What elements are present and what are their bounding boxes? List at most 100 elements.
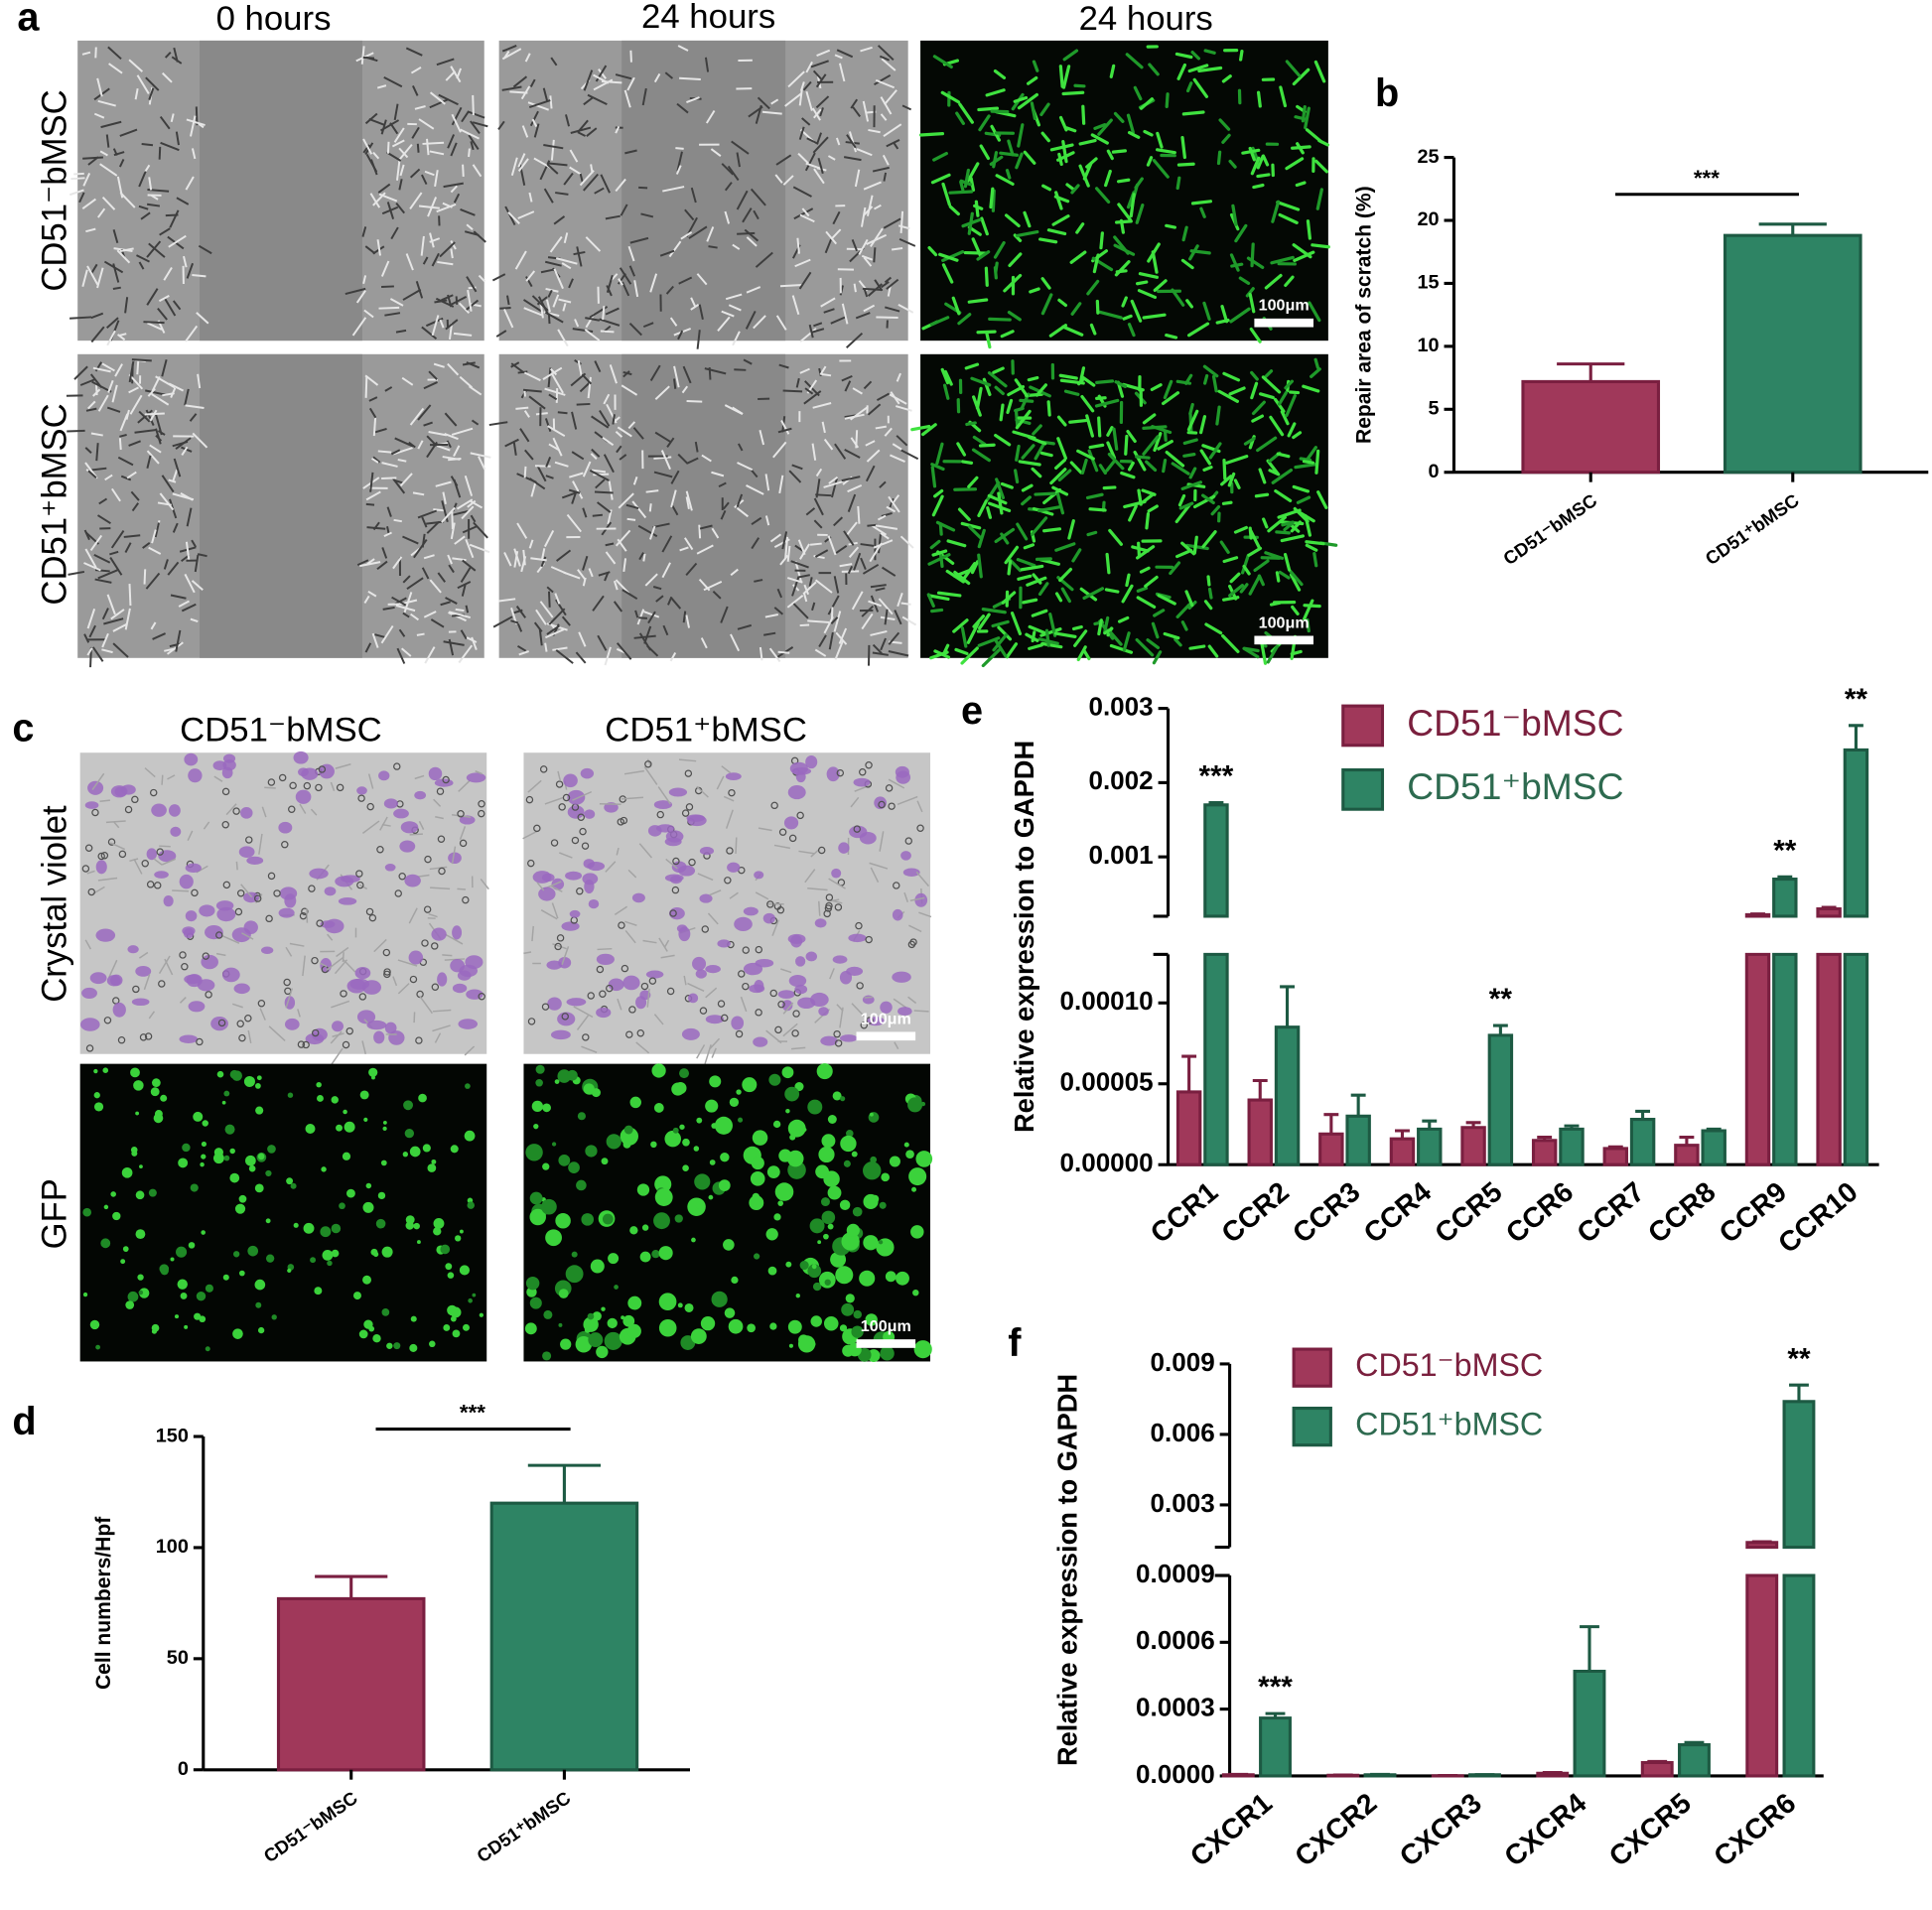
cell (386, 1343, 392, 1349)
cell (455, 1235, 461, 1241)
cell (90, 1320, 99, 1329)
cell (1305, 606, 1319, 607)
cell (800, 624, 809, 625)
bar (1642, 1762, 1672, 1775)
cell (789, 975, 806, 987)
cell (451, 1316, 457, 1322)
cell (132, 359, 152, 360)
cell (602, 1158, 609, 1164)
cell (730, 1098, 739, 1107)
bar (1725, 235, 1862, 473)
cell (810, 1218, 825, 1233)
cell (525, 1144, 542, 1160)
cell (1009, 562, 1010, 574)
cell (624, 1126, 633, 1135)
cell (1217, 407, 1219, 424)
cell (467, 772, 485, 782)
cell (720, 1153, 729, 1161)
cell (258, 1154, 265, 1160)
cell (700, 847, 714, 855)
cell (691, 1238, 696, 1243)
cell (555, 1213, 571, 1228)
bar (1462, 1128, 1484, 1164)
cell (996, 263, 997, 272)
cell (749, 985, 764, 994)
cell (304, 1223, 315, 1234)
cell (855, 284, 856, 292)
cell (1041, 453, 1051, 455)
cell (431, 928, 446, 941)
bar (1538, 1773, 1568, 1776)
debris (162, 775, 163, 785)
cell (343, 1110, 347, 1115)
cell (766, 1228, 778, 1240)
cell (201, 1154, 206, 1159)
cell (896, 766, 909, 778)
cell (413, 1223, 420, 1230)
cell (301, 767, 318, 779)
bar (1391, 1139, 1413, 1164)
cell (651, 1250, 659, 1258)
cell (445, 1263, 452, 1270)
micrograph: 100μm (523, 752, 931, 1064)
cell (591, 1260, 605, 1274)
scale-bar (1254, 319, 1313, 328)
micrograph (80, 1064, 487, 1362)
legend-label: CD51⁻bMSC (1355, 1347, 1543, 1383)
cell (632, 893, 645, 903)
bar (1276, 1027, 1298, 1165)
cell (773, 1213, 780, 1220)
cell (104, 1205, 109, 1210)
cell (388, 1030, 404, 1045)
cell (650, 1142, 656, 1148)
cell (788, 1320, 802, 1334)
cell (429, 767, 443, 780)
cell (95, 48, 96, 59)
cell (94, 1092, 100, 1098)
error-bar (315, 1576, 387, 1598)
cell (152, 1078, 161, 1087)
cell (1205, 51, 1214, 53)
cell (682, 1164, 689, 1171)
cell (463, 165, 464, 177)
cell (189, 1001, 206, 1012)
cell (94, 1102, 103, 1111)
chart: 0.00000.00030.00060.00090.0030.0060.009R… (1051, 1342, 1823, 1873)
cell (1292, 651, 1301, 653)
cell (622, 976, 639, 991)
cell (393, 809, 409, 819)
cell (294, 751, 309, 764)
y-tick-label: 0.006 (1151, 1418, 1215, 1447)
cell (788, 934, 806, 944)
bar (1470, 1775, 1500, 1776)
cell (986, 268, 987, 285)
cell (705, 1100, 718, 1113)
legend-label: CD51⁺bMSC (1407, 765, 1623, 807)
cell (785, 1109, 790, 1113)
x-tick-label: CD51⁻bMSC (1499, 489, 1600, 569)
bar (1365, 1775, 1395, 1776)
cell (893, 909, 903, 921)
cell (886, 1271, 897, 1282)
chart: 0.000000.000050.000100.0010.0020.003Rela… (1009, 683, 1879, 1260)
cell (239, 1195, 247, 1203)
cell (705, 965, 721, 973)
x-tick-label: CCR6 (1500, 1176, 1580, 1250)
cell (142, 144, 153, 145)
cell (385, 864, 396, 872)
y-axis-label: Repair area of scratch (%) (1353, 186, 1376, 444)
cell (810, 544, 822, 545)
cell (1210, 589, 1211, 598)
legend-swatch (1343, 706, 1383, 746)
cell (798, 1335, 815, 1352)
cell (120, 438, 121, 450)
cell (821, 1134, 835, 1148)
cell (675, 1214, 683, 1222)
cell (1314, 554, 1316, 566)
cell (217, 1071, 224, 1078)
cell (646, 970, 664, 978)
cell (81, 988, 97, 999)
micrograph: 100μm (523, 1063, 932, 1362)
cell (629, 1097, 640, 1108)
cell (694, 1146, 700, 1152)
